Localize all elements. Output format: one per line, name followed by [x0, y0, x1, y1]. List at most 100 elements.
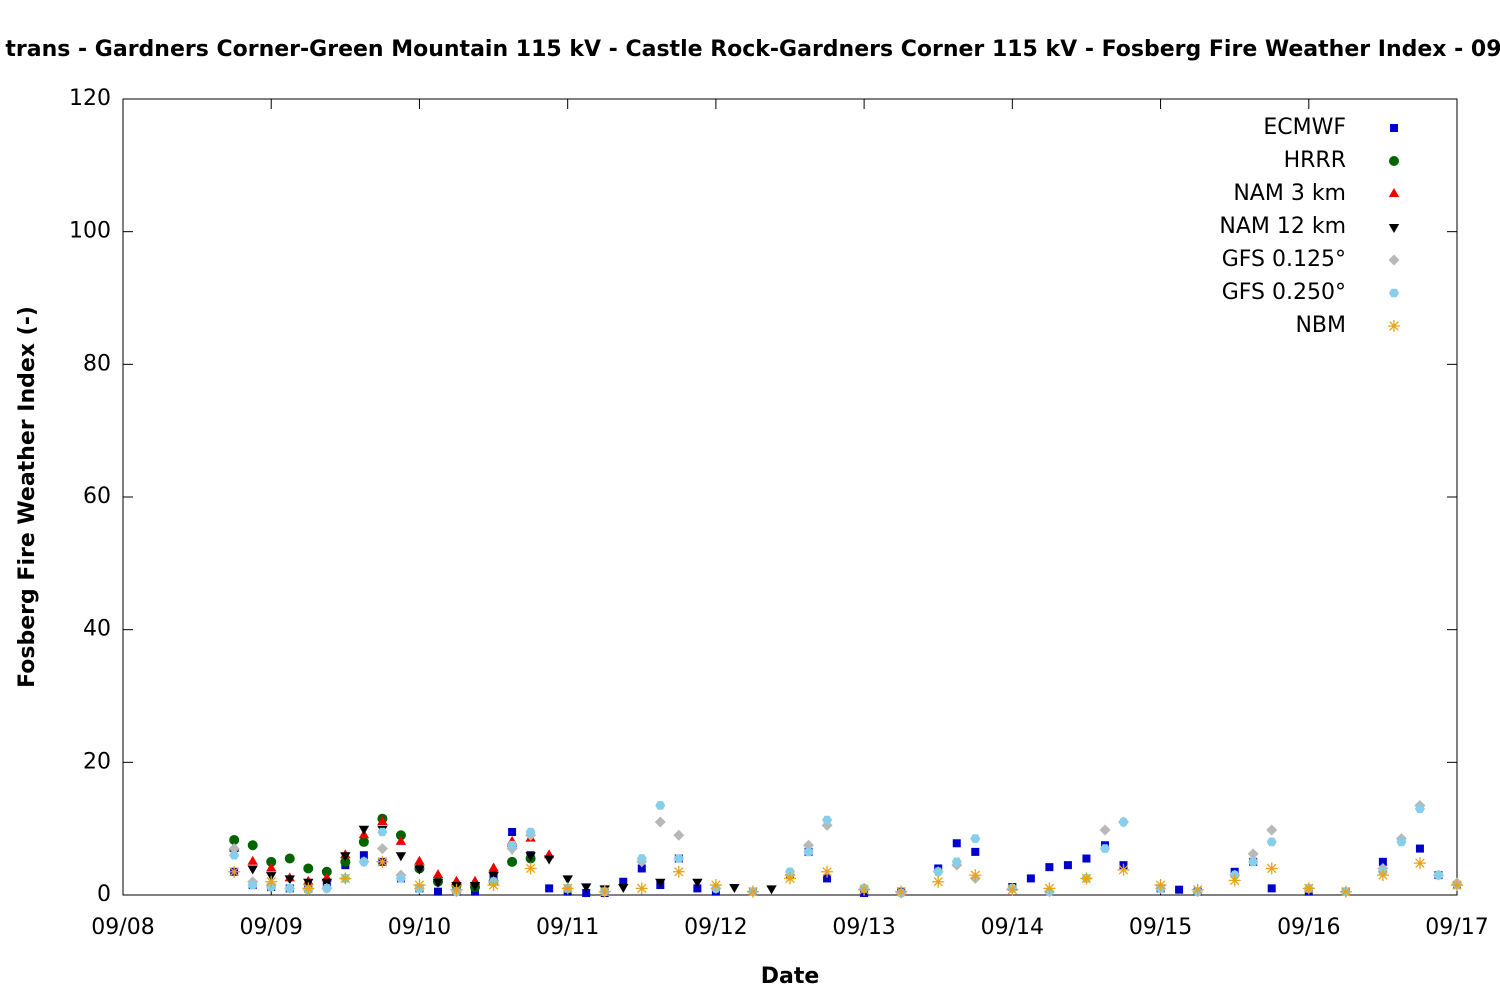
point [507, 840, 518, 850]
point [619, 877, 628, 886]
point [229, 834, 240, 845]
point [562, 875, 573, 885]
point [1247, 848, 1259, 860]
point [432, 869, 444, 879]
point [692, 878, 703, 888]
point [823, 874, 832, 883]
legend-label: NAM 12 km [1219, 214, 1346, 239]
y-tick-label: 80 [83, 351, 111, 376]
point [766, 885, 777, 895]
point [358, 836, 369, 847]
point [932, 875, 945, 888]
point [525, 827, 536, 837]
point [1006, 883, 1019, 896]
point [247, 855, 258, 865]
point [488, 862, 499, 872]
point [971, 847, 980, 856]
point [1433, 870, 1444, 880]
point [284, 853, 295, 864]
legend-label: NAM 3 km [1233, 181, 1346, 206]
point [432, 878, 444, 888]
point [1413, 857, 1426, 870]
legend-marker [1389, 288, 1399, 298]
point [229, 850, 240, 860]
point [1451, 879, 1463, 892]
point [784, 872, 796, 885]
point [1376, 869, 1389, 882]
x-axis-title: Date [761, 964, 820, 989]
x-tick-label: 09/16 [1277, 915, 1340, 940]
point [358, 825, 370, 835]
legend-label: ECMWF [1263, 115, 1346, 140]
point [1265, 862, 1278, 875]
point [821, 865, 834, 878]
point [1100, 844, 1110, 853]
point [376, 855, 389, 868]
point [376, 843, 388, 855]
point [636, 854, 647, 863]
point [561, 882, 574, 895]
y-tick-label: 120 [69, 86, 111, 111]
point [618, 884, 629, 893]
point [358, 857, 369, 867]
point [1175, 885, 1184, 894]
legend-label: HRRR [1284, 148, 1346, 173]
point [265, 875, 278, 888]
point [395, 874, 406, 883]
point [303, 863, 314, 874]
legend-marker [1389, 156, 1399, 166]
x-tick-label: 09/10 [388, 915, 451, 940]
point [524, 862, 537, 875]
x-tick-label: 09/15 [1129, 915, 1192, 940]
legend-marker [1390, 124, 1398, 132]
point [228, 865, 241, 878]
point [635, 882, 648, 895]
y-tick-label: 0 [97, 882, 111, 907]
point [637, 864, 646, 873]
point [377, 827, 388, 837]
point [525, 852, 536, 862]
point [1082, 854, 1091, 863]
point [895, 885, 908, 898]
point [545, 884, 554, 893]
point [414, 855, 425, 865]
point [709, 879, 722, 892]
point [858, 883, 871, 896]
point [1266, 837, 1277, 847]
legend-marker [1388, 188, 1400, 197]
point [822, 815, 833, 825]
point [1414, 804, 1425, 814]
point [582, 889, 591, 898]
point [1191, 883, 1204, 896]
point [673, 829, 685, 841]
x-tick-label: 09/08 [91, 915, 154, 940]
y-tick-label: 60 [83, 484, 111, 509]
legend-label: NBM [1295, 313, 1346, 338]
point [469, 882, 481, 891]
point [785, 867, 795, 877]
point [1045, 863, 1054, 872]
point [1396, 837, 1407, 847]
x-tick-label: 09/14 [981, 915, 1044, 940]
point [321, 866, 332, 877]
point [1026, 874, 1035, 883]
point [377, 816, 388, 825]
point [1339, 885, 1352, 898]
y-tick-label: 40 [83, 617, 111, 642]
point [247, 865, 258, 875]
point [450, 883, 463, 896]
point [340, 856, 351, 867]
point [413, 879, 426, 892]
point [414, 865, 425, 875]
point [581, 883, 592, 893]
point [970, 834, 981, 843]
point [395, 835, 407, 845]
point [284, 884, 295, 893]
point [340, 852, 351, 862]
x-tick-label: 09/11 [536, 915, 599, 940]
legend-marker [1388, 254, 1400, 266]
point [1043, 882, 1056, 895]
point [746, 885, 759, 898]
point [266, 862, 277, 872]
point [672, 865, 685, 878]
